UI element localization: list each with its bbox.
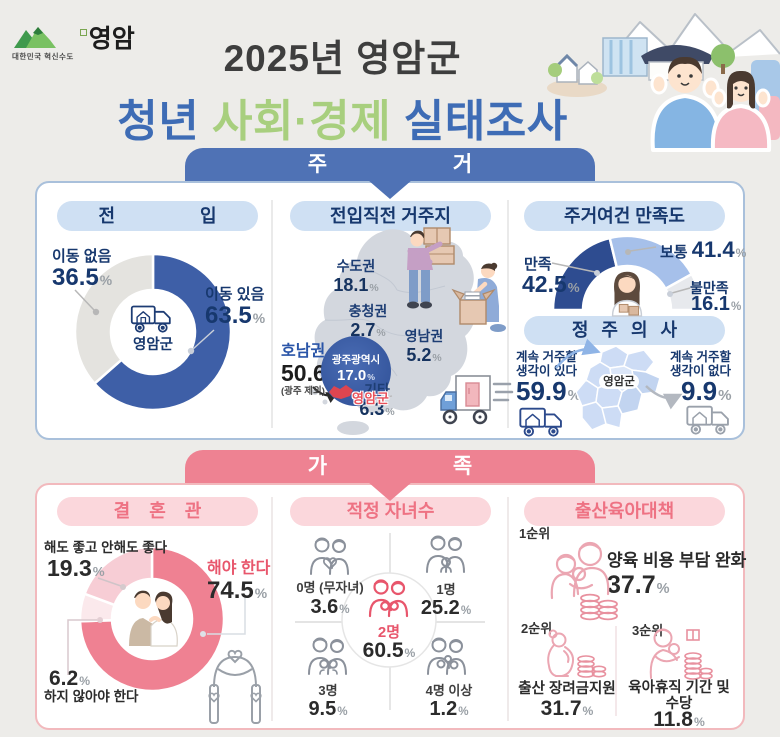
page-title: 2025년 영암군 청년 사회·경제 실태조사 [100,28,585,149]
district-map-label: 영암군 [603,376,635,388]
stay-label: 계속 거주할 생각이 있다 [516,350,577,379]
children-0-value: 3.6% [310,596,350,618]
header-couple-illustration [547,13,780,152]
family-section-banner: 가 족 [185,450,595,484]
person-packing-box-illustration [451,262,506,332]
marriage-either-value: 19.3% [47,555,105,581]
family-icon-four-children [427,637,466,675]
mother-baby-coins-icon [649,628,713,680]
satisfied-value: 42.5% [522,271,580,297]
prev-residence-title: 전입직전 거주지 [290,201,491,231]
leave-label: 계속 거주할 생각이 없다 [670,350,731,379]
person-carrying-boxes-illustration [407,227,455,309]
move-in-no-label: 이동 없음 [52,248,112,265]
settlement-title: 정 주 의 사 [524,316,725,345]
children-2-value: 60.5% [362,639,416,662]
unsatisfied-label: 불만족 [690,280,729,296]
move-in-donut-chart [73,252,233,412]
childcare-rank2-value: 31.7% [540,697,594,720]
map-label-yeongnam: 영남권 5.2% [404,328,444,365]
marriage-either-label: 해도 좋고 안해도 좋다 [44,540,168,555]
logo-tagline: 대한민국 혁신수도 [12,52,74,61]
stay-truck-icon [519,407,562,437]
neutral-label: 보통 41.4% [660,237,747,262]
children-4plus-label: 4명 이상 [425,683,473,698]
housing-banner-pointer [368,180,412,199]
move-in-no-value: 36.5% [52,264,113,291]
seal-icon [79,29,87,36]
leave-value: 9.9% [681,376,732,406]
children-3-value: 9.5% [308,698,348,720]
woman-with-boxes-illustration [611,271,643,317]
moving-truck-illustration [440,375,514,425]
mountain-logo-icon [14,27,56,48]
move-in-yes-value: 63.5% [205,302,266,329]
childcare-rank3-value: 11.8% [653,708,705,731]
childcare-rank1-badge: 1순위 [519,526,551,541]
childcare-rank1-label: 양육 비용 부담 완화 [607,551,747,570]
marriage-must-label: 해야 한다 [207,560,271,577]
unsatisfied-value: 16.1% [691,293,742,315]
family-banner-pointer [368,482,412,501]
family-icon-one-child [426,535,465,573]
children-0-label: 0명 (무자녀) [296,580,364,595]
childcare-rank1-value: 37.7% [607,571,670,599]
satisfied-label: 만족 [524,256,552,273]
move-in-center-label: 영암군 [132,337,174,353]
family-with-coins-icon [550,541,618,621]
wedding-arch-icon [208,649,262,724]
title-word-youth: 청년 [117,97,200,146]
map-label-chungcheong: 충청권 2.7% [348,303,388,340]
yeongam-district-map [575,345,661,431]
children-1-value: 25.2% [420,597,472,619]
children-1-label: 1명 [436,582,456,597]
children-title: 적정 자녀수 [290,497,491,526]
pregnant-woman-coins-icon [547,629,607,678]
title-line-1: 2025년 영암군 [223,38,462,79]
move-in-yes-label: 이동 있음 [205,286,265,303]
map-label-etc: 기타 6.3% [359,382,395,419]
childcare-rank2-label: 출산 장려금지원 [518,681,616,697]
marriage-no-label: 하지 않아야 한다 [44,689,139,704]
map-label-sudogwon: 수도권 18.1% [333,258,379,295]
family-icon-three-children [308,637,347,675]
children-3-label: 3명 [318,683,338,698]
marriage-must-value: 74.5% [207,577,268,604]
map-label-honam: 호남권 50.6% (광주 제외) [281,343,339,397]
yeongam-marker-label: 영암군 [352,391,390,406]
satisfaction-title: 주거여건 만족도 [524,201,725,231]
moving-truck-icon [130,305,171,333]
logo-name: 영암 [88,25,135,53]
leave-truck-icon [686,405,729,435]
children-4plus-value: 1.2% [429,698,469,720]
wedding-couple-illustration [129,590,178,647]
childcare-rank3-label: 육아휴직 기간 및 수당 [628,680,730,712]
marriage-no-value: 6.2% [49,667,91,690]
move-in-title: 전 입 [57,201,258,231]
marriage-title: 결 혼 관 [57,497,258,526]
title-line-2: 청년 사회·경제 실태조사 [100,85,585,149]
housing-section-banner: 주 거 [185,148,595,182]
childcare-rank2-badge: 2순위 [521,621,553,636]
title-word-social-economy: 사회·경제 [211,97,392,146]
county-logo: 대한민국 혁신수도 영암 [12,24,135,62]
title-word-survey: 실태조사 [403,97,568,146]
family-icon-no-children [310,537,349,575]
childcare-title: 출산육아대책 [524,497,725,526]
